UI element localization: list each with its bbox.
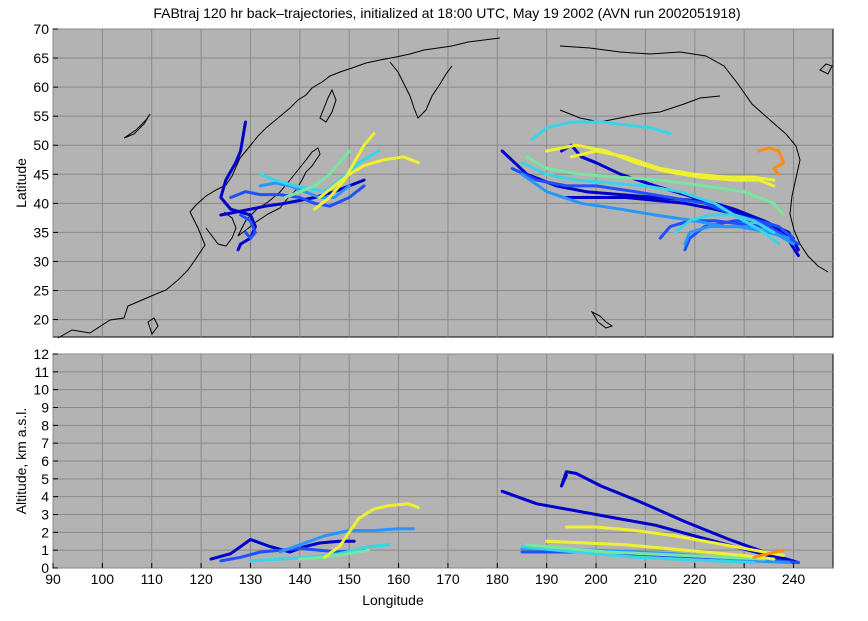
trajectory-line-altitude-12: [564, 525, 786, 557]
trajectory-line-map-14: [530, 120, 672, 141]
trajectory-line-altitude-13: [545, 539, 776, 561]
altitude-x-tick-labels: 90 100 110 120 130 140 150 160 170 180 190 200 210 22…: [45, 563, 805, 587]
x-tick-label: 110: [141, 571, 164, 587]
trajectory-line-altitude-8: [520, 545, 756, 565]
coastline-lake: [123, 113, 151, 139]
trajectory-line-altitude-14: [752, 548, 786, 559]
x-tick-label: 230: [732, 571, 756, 587]
trajectory-line-map-20: [313, 132, 376, 211]
altitude-x-axis-label: Longitude: [362, 592, 424, 608]
trajectory-line-map-16: [673, 213, 776, 234]
map-trajectories: [219, 120, 800, 258]
x-tick-label: 150: [338, 571, 362, 587]
coastline-hawaii: [590, 310, 614, 329]
x-tick-label: 100: [91, 571, 115, 587]
trajectory-line-map-23: [757, 146, 786, 176]
trajectory-line-altitude-11: [323, 502, 420, 559]
y-tick-label: 10: [33, 382, 49, 398]
y-tick-label: 6: [41, 453, 49, 469]
x-tick-label: 120: [189, 571, 213, 587]
chart-title: FABtraj 120 hr back–trajectories, initia…: [153, 5, 740, 21]
y-tick-label: 45: [33, 166, 49, 182]
y-tick-label: 30: [33, 253, 49, 269]
x-tick-label: 140: [288, 571, 312, 587]
y-tick-label: 0: [41, 560, 49, 576]
map-y-axis-label: Latitude: [13, 158, 29, 208]
y-tick-label: 1: [41, 542, 49, 558]
trajectory-line-altitude-1: [500, 489, 795, 565]
x-tick-label: 170: [436, 571, 460, 587]
coastline-sakhalin: [319, 88, 337, 123]
coastline-kamchatka: [389, 61, 453, 119]
trajectory-line-map-1: [219, 178, 366, 217]
y-tick-label: 20: [33, 312, 49, 328]
trajectory-line-altitude-0: [209, 538, 356, 561]
x-tick-label: 220: [683, 571, 707, 587]
map-y-tick-labels: 20 25 30 35 40 45 50 55 60 65 70: [33, 21, 58, 328]
x-tick-label: 210: [634, 571, 658, 587]
trajectory-line-map-17: [283, 149, 351, 199]
y-tick-label: 7: [41, 435, 49, 451]
y-tick-label: 8: [41, 417, 49, 433]
x-tick-label: 160: [387, 571, 411, 587]
trajectory-line-map-10: [258, 181, 351, 199]
y-tick-label: 11: [34, 364, 49, 380]
coastline-taiwan: [147, 317, 159, 336]
trajectory-line-map-21: [545, 143, 776, 188]
y-tick-label: 60: [33, 79, 49, 95]
y-tick-label: 5: [41, 471, 49, 487]
coastline-hudson: [819, 63, 833, 75]
altitude-gridlines: [52, 353, 833, 569]
x-tick-label: 240: [782, 571, 806, 587]
trajectory-line-map-22: [569, 149, 776, 182]
trajectory-line-altitude-9: [298, 548, 371, 561]
y-tick-label: 12: [33, 346, 49, 362]
coastline-asia: [57, 37, 501, 339]
map-panel: 20 25 30 35 40 45 50 55 60 65 70 Latitude: [13, 21, 834, 339]
coastline-korea: [205, 211, 237, 247]
y-tick-label: 2: [41, 524, 49, 540]
coastline-japan: [237, 147, 321, 237]
x-tick-label: 180: [486, 571, 510, 587]
trajectory-line-map-13: [258, 149, 381, 194]
trajectory-line-map-9: [683, 219, 795, 252]
trajectory-line-altitude-2: [560, 470, 800, 565]
y-tick-label: 65: [33, 50, 49, 66]
map-plot-area: [52, 28, 834, 338]
y-tick-label: 70: [33, 21, 49, 37]
trajectory-line-altitude-10: [525, 543, 766, 561]
y-tick-label: 4: [41, 489, 49, 505]
x-tick-label: 190: [535, 571, 559, 587]
x-tick-label: 130: [239, 571, 263, 587]
x-tick-label: 200: [584, 571, 608, 587]
y-tick-label: 40: [33, 195, 49, 211]
y-tick-label: 50: [33, 137, 49, 153]
y-tick-label: 9: [41, 400, 49, 416]
y-tick-label: 25: [33, 283, 49, 299]
map-gridlines: [52, 28, 833, 337]
coastlines: [57, 37, 833, 339]
altitude-y-axis-label: Altitude, km a.s.l.: [13, 408, 29, 515]
coastline-alaska-peninsula: [559, 95, 721, 123]
y-tick-label: 35: [33, 224, 49, 240]
trajectory-line-map-5: [229, 184, 366, 208]
trajectory-line-map-18: [525, 155, 786, 217]
altitude-trajectories: [209, 470, 800, 565]
y-tick-label: 55: [33, 108, 49, 124]
trajectory-line-map-6: [239, 213, 257, 240]
trajectory-line-map-19: [318, 155, 420, 199]
coastline-north-america: [559, 45, 829, 273]
y-tick-label: 3: [41, 507, 49, 523]
trajectory-line-map-12: [683, 225, 791, 246]
trajectory-line-map-15: [520, 161, 781, 246]
trajectory-line-map-7: [510, 167, 800, 246]
x-tick-label: 90: [45, 571, 61, 587]
